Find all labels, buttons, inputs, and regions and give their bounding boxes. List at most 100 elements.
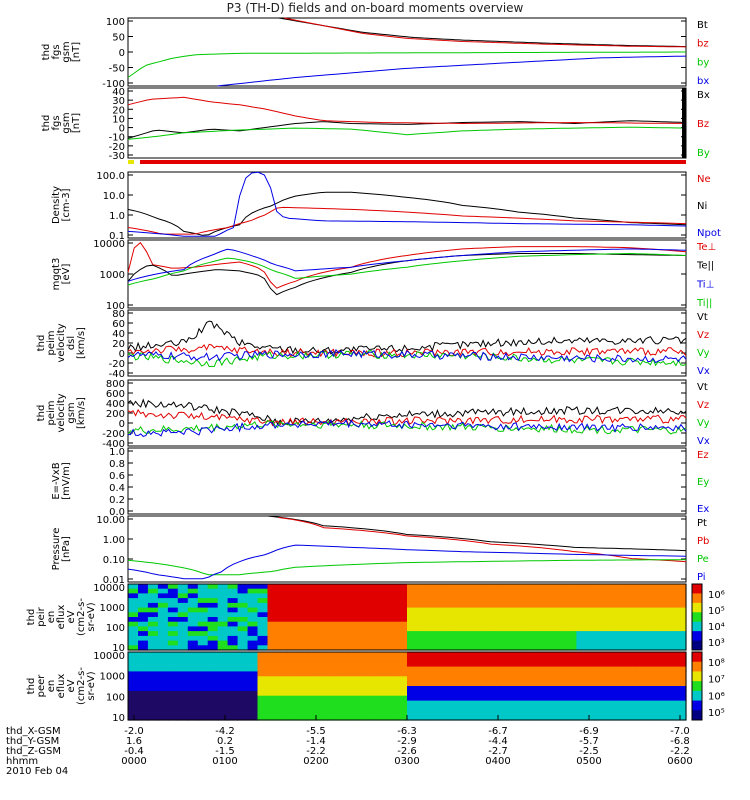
heatmap-cell (307, 631, 318, 637)
heatmap-cell (337, 617, 348, 623)
heatmap-cell (536, 602, 548, 609)
heatmap-cell (616, 635, 627, 642)
heatmap-cell (666, 666, 677, 673)
heatmap-cell (486, 690, 498, 697)
heatmap-cell (387, 617, 398, 623)
heatmap-cell (177, 710, 189, 716)
heatmap-cell (596, 666, 607, 673)
heatmap-cell (377, 607, 388, 613)
colorbar-segment (692, 690, 702, 702)
heatmap-cell (407, 612, 418, 618)
heatmap-cell (367, 593, 378, 599)
heatmap-cell (436, 612, 448, 618)
legend-entry: Vy (697, 418, 710, 429)
heatmap-cell (426, 690, 438, 697)
heatmap-cell (207, 645, 219, 651)
heatmap-cell (187, 631, 199, 637)
heatmap-cell (177, 681, 189, 687)
heatmap-cell (297, 598, 308, 604)
heatmap-cell (636, 617, 647, 623)
heatmap-cell (397, 686, 408, 692)
heatmap-cell (606, 705, 617, 711)
y-axis-label-line: velocity (56, 393, 67, 432)
heatmap-cell (247, 607, 259, 613)
heatmap-cell (417, 695, 428, 702)
heatmap-cell (476, 640, 488, 646)
heatmap-cell (257, 666, 269, 673)
heatmap-cell (407, 645, 418, 651)
heatmap-cell (466, 686, 478, 692)
heatmap-cell (586, 584, 597, 590)
heatmap-cell (506, 666, 518, 673)
heatmap-cell (367, 584, 378, 590)
heatmap-cell (426, 640, 438, 646)
legend-entry: Bt (697, 20, 708, 31)
heatmap-cell (576, 656, 587, 663)
heatmap-cell (227, 588, 239, 594)
heatmap-cell (297, 671, 308, 677)
heatmap-cell (636, 645, 647, 651)
heatmap-cell (496, 656, 508, 663)
heatmap-cell (128, 588, 139, 594)
heatmap-cell (436, 666, 448, 673)
series-line-Ni (127, 191, 687, 236)
heatmap-cell (586, 652, 597, 658)
y-axis-label: Pressure[nPa] (51, 528, 72, 571)
heatmap-cell (456, 626, 468, 632)
heatmap-cell (456, 645, 468, 651)
heatmap-cell (197, 666, 209, 673)
heatmap-cell (317, 656, 328, 663)
heatmap-cell (536, 705, 548, 711)
heatmap-cell (197, 621, 209, 627)
heatmap-cell (556, 593, 568, 599)
heatmap-cell (407, 598, 418, 604)
heatmap-cell (456, 700, 468, 707)
heatmap-cell (237, 652, 249, 658)
colorbar-segment (692, 671, 702, 682)
heatmap-cell (397, 588, 408, 594)
heatmap-cell (227, 656, 239, 663)
heatmap-cell (496, 671, 508, 677)
y-tick-label: 10000 (93, 651, 125, 662)
heatmap-cell (138, 681, 149, 687)
heatmap-cell (616, 700, 627, 707)
heatmap-cell (476, 676, 488, 682)
heatmap-cell (456, 635, 468, 642)
legend-entry: by (697, 57, 709, 68)
heatmap-cell (656, 631, 667, 637)
heatmap-cell (307, 661, 318, 668)
heatmap-cell (466, 631, 478, 637)
heatmap-cell (436, 686, 448, 692)
y-axis-label-line: fgs (51, 115, 62, 130)
quality-strip (140, 160, 686, 164)
heatmap-cell (576, 631, 587, 637)
heatmap-cell (436, 690, 448, 697)
y-tick-label: 10.0 (103, 191, 125, 202)
heatmap-cell (666, 700, 677, 707)
y-tick-label: 1.00 (103, 535, 125, 546)
heatmap-cell (347, 617, 358, 623)
heatmap-cell (566, 607, 577, 613)
heatmap-cell (566, 588, 577, 594)
heatmap-cell (197, 584, 209, 590)
heatmap-cell (676, 705, 687, 711)
heatmap-cell (397, 681, 408, 687)
heatmap-cell (327, 676, 338, 682)
heatmap-cell (656, 656, 667, 663)
heatmap-cell (347, 640, 358, 646)
heatmap-cell (277, 612, 289, 618)
heatmap-cell (397, 635, 408, 642)
heatmap-cell (516, 666, 528, 673)
heatmap-cell (666, 710, 677, 716)
heatmap-cell (626, 631, 637, 637)
heatmap-cell (676, 666, 687, 673)
heatmap-cell (367, 686, 378, 692)
heatmap-cell (646, 640, 657, 646)
heatmap-cell (666, 602, 677, 609)
heatmap-cell (347, 631, 358, 637)
heatmap-cell (466, 710, 478, 716)
heatmap-cell (626, 676, 637, 682)
heatmap-cell (496, 584, 508, 590)
heatmap-cell (666, 612, 677, 618)
heatmap-cell (417, 593, 428, 599)
